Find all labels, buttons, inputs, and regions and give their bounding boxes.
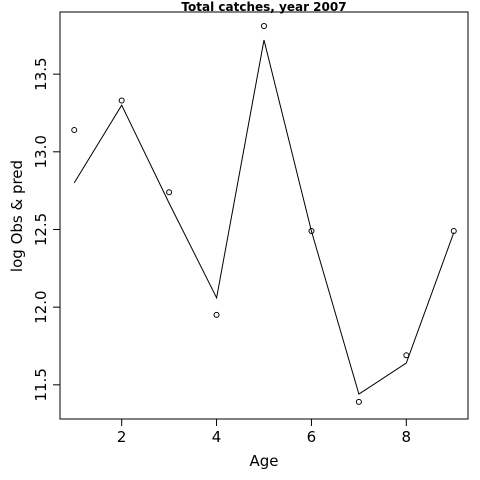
series-layer <box>71 22 457 405</box>
y-tick-label: 13.0 <box>32 135 50 168</box>
observed-point <box>403 352 410 359</box>
observed-point <box>71 127 78 134</box>
observed-point <box>261 22 267 29</box>
observed-point <box>450 228 457 235</box>
y-tick-label: 12.5 <box>32 213 50 246</box>
x-tick-label: 8 <box>402 428 412 446</box>
observed-point <box>355 398 362 405</box>
x-tick-label: 6 <box>307 428 317 446</box>
observed-point <box>308 228 315 235</box>
predicted-line <box>73 39 455 395</box>
y-axis: 11.5 12.0 12.5 13.0 13.5 <box>32 57 61 402</box>
observed-point <box>213 311 220 318</box>
observed-point <box>118 97 125 104</box>
chart-title: Total catches, year 2007 <box>181 0 346 14</box>
observed-point <box>166 189 173 196</box>
x-axis-label: Age <box>249 452 278 470</box>
x-tick-label: 4 <box>212 428 222 446</box>
x-axis: 2 4 6 8 <box>117 418 412 446</box>
y-tick-label: 13.5 <box>32 57 50 90</box>
y-tick-label: 12.0 <box>32 290 50 323</box>
y-tick-label: 11.5 <box>32 368 50 401</box>
x-tick-label: 2 <box>117 428 127 446</box>
y-axis-label: log Obs & pred <box>8 160 26 272</box>
